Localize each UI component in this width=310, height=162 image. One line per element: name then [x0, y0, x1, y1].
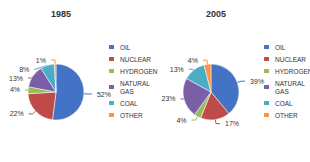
svg-text:2005: 2005 [206, 9, 226, 19]
svg-text:1985: 1985 [51, 9, 71, 19]
svg-text:COAL: COAL [120, 100, 138, 107]
svg-text:23%: 23% [162, 95, 176, 102]
svg-text:HYDROGEN: HYDROGEN [275, 68, 310, 75]
svg-text:GAS: GAS [120, 88, 134, 95]
svg-text:NUCLEAR: NUCLEAR [120, 56, 151, 63]
svg-text:OTHER: OTHER [120, 112, 143, 119]
svg-text:OIL: OIL [275, 44, 286, 51]
svg-text:4%: 4% [188, 57, 198, 64]
svg-text:GAS: GAS [275, 88, 289, 95]
svg-text:NATURAL: NATURAL [275, 80, 305, 87]
svg-text:NUCLEAR: NUCLEAR [275, 56, 306, 63]
svg-text:1%: 1% [36, 57, 46, 64]
svg-text:22%: 22% [10, 110, 24, 117]
svg-text:NATURAL: NATURAL [120, 80, 150, 87]
svg-text:HYDROGEN: HYDROGEN [120, 68, 158, 75]
svg-text:4%: 4% [10, 86, 20, 93]
svg-text:39%: 39% [250, 78, 264, 85]
svg-text:OTHER: OTHER [275, 112, 298, 119]
svg-text:8%: 8% [19, 66, 29, 73]
svg-text:4%: 4% [176, 117, 186, 124]
svg-text:17%: 17% [225, 120, 239, 127]
svg-text:OIL: OIL [120, 44, 131, 51]
svg-text:13%: 13% [9, 75, 23, 82]
svg-text:52%: 52% [97, 91, 111, 98]
svg-text:COAL: COAL [275, 100, 293, 107]
svg-text:13%: 13% [170, 66, 184, 73]
